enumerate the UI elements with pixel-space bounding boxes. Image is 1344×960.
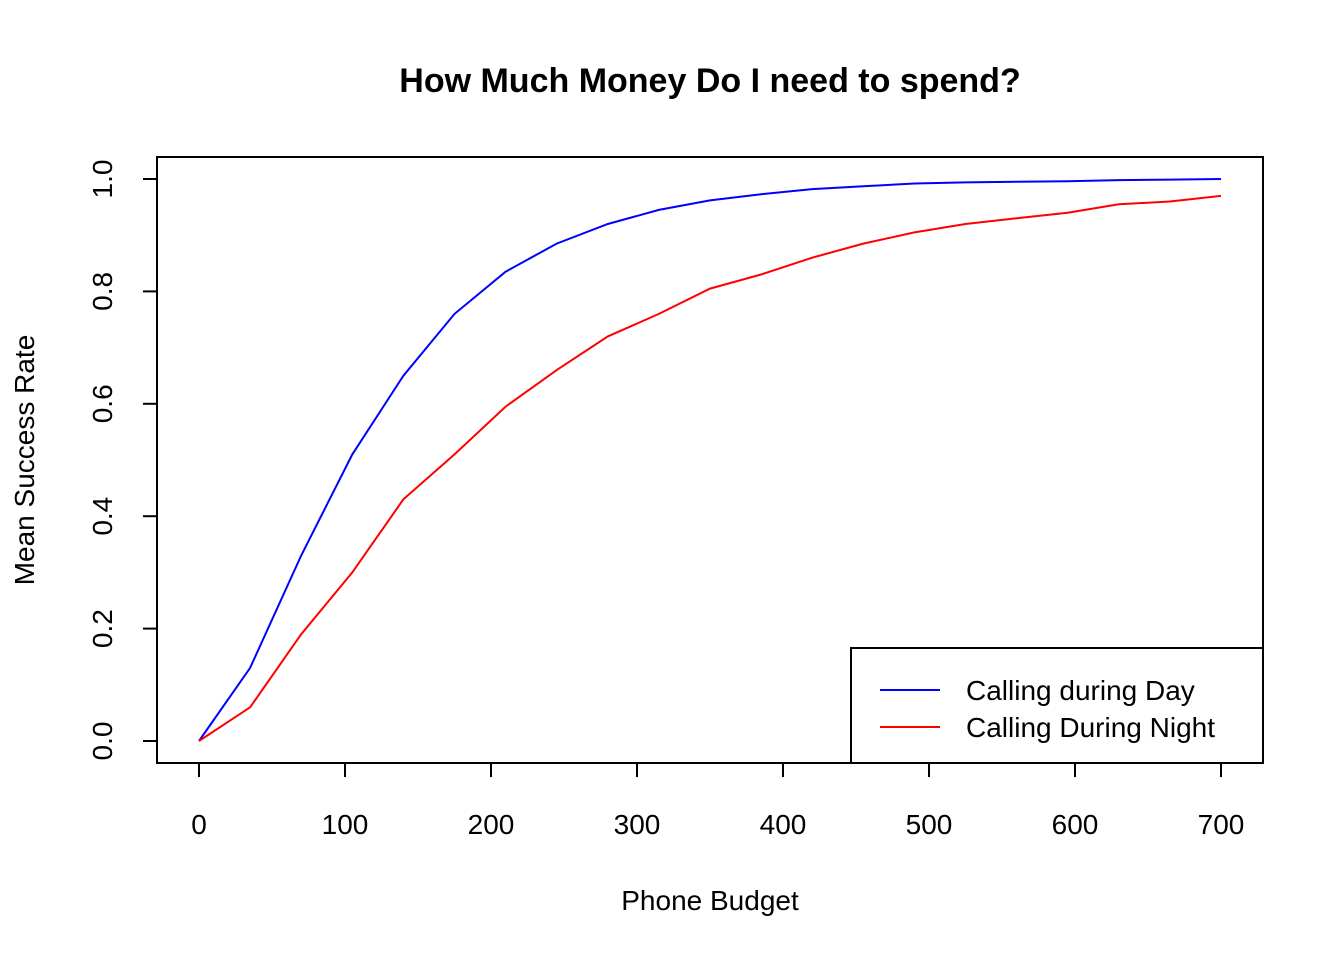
- x-tick-label: 200: [468, 809, 515, 840]
- y-tick-label: 0.8: [87, 272, 118, 311]
- legend-label-day: Calling during Day: [966, 675, 1195, 706]
- x-tick-label: 400: [760, 809, 807, 840]
- x-tick-label: 700: [1198, 809, 1245, 840]
- legend-label-night: Calling During Night: [966, 712, 1215, 743]
- y-axis-label: Mean Success Rate: [9, 335, 40, 586]
- x-tick-label: 100: [322, 809, 369, 840]
- series-line-night: [198, 194, 1222, 742]
- legend-box: [850, 647, 1264, 764]
- x-axis: 0 100 200 300 400 500 600 700: [191, 762, 1245, 840]
- y-tick-label: 0.4: [87, 497, 118, 536]
- y-tick-label: 0.6: [87, 384, 118, 423]
- series-line-day: [198, 178, 1222, 742]
- legend: Calling during Day Calling During Night: [850, 647, 1264, 764]
- y-tick-label: 0.2: [87, 609, 118, 648]
- y-tick-label: 1.0: [87, 160, 118, 199]
- x-tick-label: 500: [906, 809, 953, 840]
- y-tick-label: 0.0: [87, 722, 118, 761]
- x-tick-label: 300: [614, 809, 661, 840]
- series-layer: [198, 178, 1222, 742]
- chart-title: How Much Money Do I need to spend?: [399, 62, 1020, 100]
- x-axis-label: Phone Budget: [621, 885, 799, 916]
- y-axis: 0.0 0.2 0.4 0.6 0.8 1.0: [87, 160, 158, 761]
- x-tick-label: 0: [191, 809, 207, 840]
- x-tick-label: 600: [1052, 809, 1099, 840]
